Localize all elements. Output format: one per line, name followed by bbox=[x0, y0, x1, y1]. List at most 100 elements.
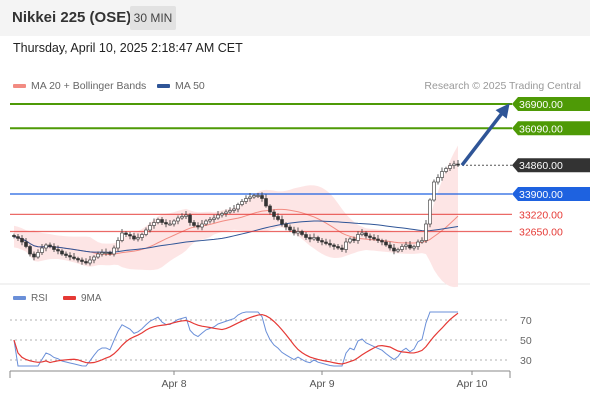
candle bbox=[52, 246, 56, 250]
candle bbox=[412, 246, 416, 249]
candle bbox=[264, 198, 268, 207]
bollinger-band bbox=[14, 145, 458, 288]
legend-ma50-label: MA 50 bbox=[175, 80, 205, 92]
ma50-swatch-icon bbox=[157, 84, 170, 89]
rsi-tick-label: 30 bbox=[520, 355, 532, 367]
candle bbox=[408, 244, 412, 249]
candle bbox=[316, 237, 320, 241]
candle bbox=[424, 223, 428, 241]
candle bbox=[116, 240, 120, 249]
candle bbox=[376, 238, 380, 241]
candle bbox=[132, 235, 136, 240]
candle bbox=[340, 247, 344, 250]
candle bbox=[440, 171, 444, 178]
candle bbox=[76, 258, 80, 261]
candle bbox=[16, 236, 20, 239]
candle bbox=[112, 247, 116, 255]
level-label-33220.00: 33220.00 bbox=[519, 209, 563, 221]
level-label-36090.00: 36090.00 bbox=[519, 123, 563, 135]
candle bbox=[432, 181, 436, 201]
candle bbox=[276, 216, 280, 220]
ma9-swatch-icon bbox=[63, 296, 76, 301]
candle bbox=[60, 250, 64, 255]
candle bbox=[448, 165, 452, 169]
candle bbox=[180, 216, 184, 219]
candle bbox=[384, 241, 388, 246]
candle bbox=[84, 261, 88, 264]
candle bbox=[268, 205, 272, 213]
candle bbox=[96, 253, 100, 258]
header-bar: Nikkei 225 (OSE) 30 MIN bbox=[0, 0, 590, 36]
candle bbox=[396, 249, 400, 252]
candle bbox=[208, 219, 212, 222]
candle bbox=[144, 229, 148, 235]
candle bbox=[164, 222, 168, 225]
candle bbox=[184, 214, 188, 217]
candle bbox=[100, 252, 104, 255]
candle bbox=[148, 225, 152, 231]
candle bbox=[324, 241, 328, 244]
rsi-ma-line bbox=[13, 312, 459, 365]
candle bbox=[196, 225, 200, 228]
x-tick-label: Apr 10 bbox=[457, 378, 488, 390]
level-tag-33900.00 bbox=[512, 187, 590, 201]
candle bbox=[320, 240, 324, 243]
x-tick-label: Apr 8 bbox=[161, 378, 186, 390]
candle bbox=[204, 220, 208, 225]
level-label-36900.00: 36900.00 bbox=[519, 99, 563, 111]
candle bbox=[236, 204, 240, 210]
candle bbox=[368, 235, 372, 238]
candle bbox=[232, 208, 236, 211]
ma20-swatch-icon bbox=[13, 84, 26, 89]
candle bbox=[220, 213, 224, 216]
legend-ma20-label: MA 20 + Bollinger Bands bbox=[31, 80, 147, 92]
candle bbox=[380, 240, 384, 243]
candle bbox=[120, 232, 124, 241]
candle bbox=[72, 256, 76, 259]
candle bbox=[228, 210, 232, 213]
candle bbox=[436, 177, 440, 183]
candle bbox=[292, 229, 296, 234]
candle bbox=[248, 196, 252, 199]
rsi-swatch-icon bbox=[13, 296, 26, 301]
datetime-text: Thursday, April 10, 2025 2:18:47 AM CET bbox=[13, 41, 243, 55]
candle bbox=[288, 226, 292, 231]
candle bbox=[128, 234, 132, 237]
legend-9ma-label: 9MA bbox=[81, 293, 102, 304]
candle bbox=[308, 237, 312, 240]
credit-text: Research © 2025 Trading Central bbox=[424, 80, 581, 92]
timeframe-button[interactable]: 30 MIN bbox=[130, 6, 176, 30]
candle bbox=[284, 223, 288, 228]
candle bbox=[360, 232, 364, 235]
candle bbox=[212, 217, 216, 220]
candle bbox=[108, 252, 112, 255]
candle bbox=[428, 199, 432, 225]
candle bbox=[24, 241, 28, 247]
candle bbox=[392, 247, 396, 252]
candle bbox=[356, 234, 360, 241]
candle bbox=[224, 211, 228, 214]
candle bbox=[36, 252, 40, 258]
candle bbox=[344, 241, 348, 250]
candle bbox=[452, 163, 456, 166]
instrument-title: Nikkei 225 (OSE) bbox=[12, 9, 132, 26]
candle bbox=[168, 223, 172, 226]
candle bbox=[256, 195, 260, 197]
candle bbox=[172, 220, 176, 225]
target-arrow-shaft bbox=[460, 106, 508, 167]
candle bbox=[312, 237, 316, 240]
candle bbox=[260, 195, 264, 199]
candle bbox=[136, 237, 140, 240]
candle bbox=[388, 244, 392, 249]
candle bbox=[280, 219, 284, 225]
ma50-line bbox=[13, 220, 459, 253]
rsi-tick-label: 70 bbox=[520, 315, 532, 327]
x-tick-label: Apr 9 bbox=[309, 378, 334, 390]
candle bbox=[188, 214, 192, 223]
candle bbox=[68, 255, 72, 258]
candle bbox=[88, 259, 92, 264]
candle bbox=[272, 211, 276, 217]
candle bbox=[12, 235, 16, 237]
candle bbox=[456, 163, 460, 166]
